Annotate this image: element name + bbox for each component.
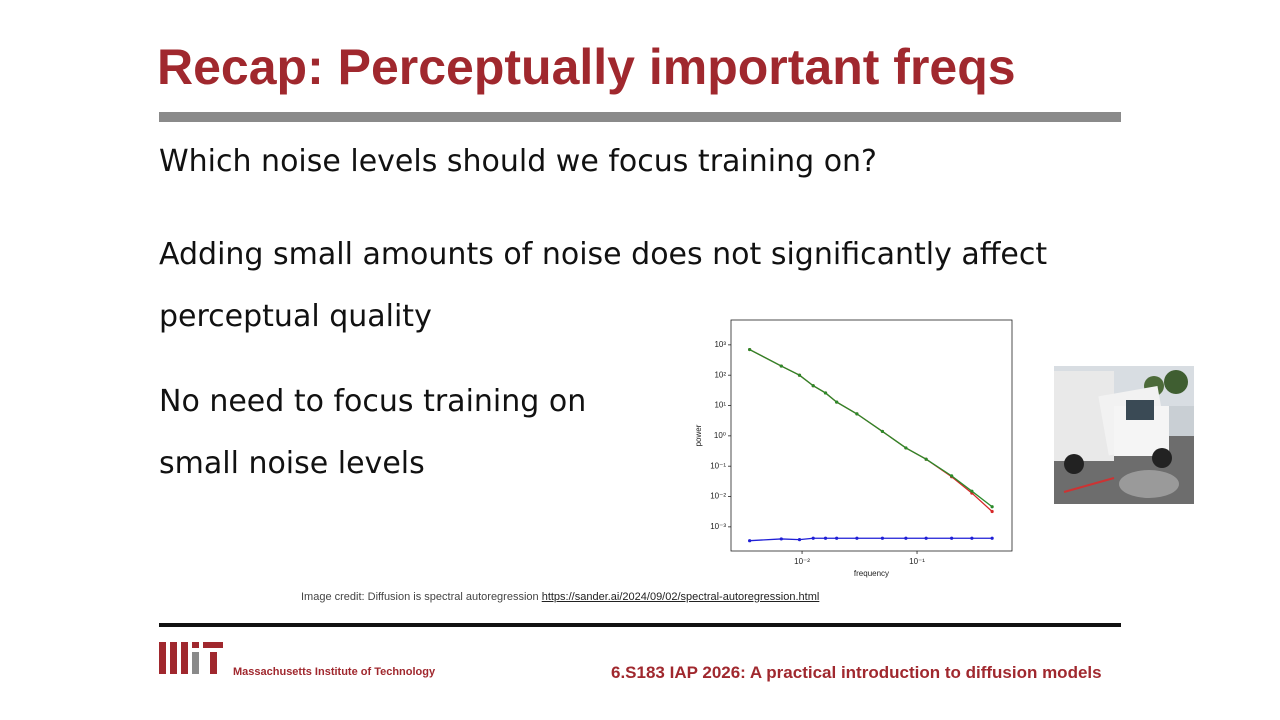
x-axis-label: frequency bbox=[854, 569, 889, 578]
data-point bbox=[970, 489, 974, 493]
data-point bbox=[950, 474, 954, 478]
series-line bbox=[749, 348, 993, 513]
y-tick-label: 10⁻³ bbox=[710, 522, 726, 531]
footer-rule bbox=[159, 623, 1121, 627]
data-point bbox=[880, 536, 885, 540]
slide-title: Recap: Perceptually important freqs bbox=[157, 39, 1016, 95]
paragraph: No need to focus training on small noise… bbox=[159, 384, 587, 481]
data-point bbox=[950, 536, 954, 540]
title-rule bbox=[159, 112, 1121, 122]
data-point bbox=[748, 347, 752, 352]
data-point bbox=[779, 364, 783, 368]
y-tick-label: 10⁻¹ bbox=[710, 461, 726, 470]
mit-logo bbox=[159, 642, 223, 674]
course-name: 6.S183 IAP 2026: A practical introductio… bbox=[611, 663, 1102, 682]
data-point bbox=[748, 539, 752, 543]
x-tick-label: 10⁻¹ bbox=[909, 557, 925, 566]
y-tick-label: 10² bbox=[714, 370, 726, 379]
y-axis-label: power bbox=[694, 424, 703, 446]
data-point bbox=[823, 391, 828, 395]
y-tick-label: 10¹ bbox=[714, 401, 726, 410]
truck-photo bbox=[1054, 366, 1194, 504]
data-point bbox=[797, 538, 802, 542]
credit-link[interactable]: https://sander.ai/2024/09/02/spectral-au… bbox=[541, 591, 820, 603]
data-point bbox=[855, 536, 859, 540]
y-tick-label: 10⁰ bbox=[714, 431, 726, 440]
data-point bbox=[990, 505, 994, 509]
credit-text: Image credit: Diffusion is spectral auto… bbox=[301, 591, 539, 603]
data-point bbox=[990, 509, 994, 514]
series-line bbox=[749, 348, 993, 508]
data-point bbox=[835, 400, 839, 404]
image-credit: Image credit: Diffusion is spectral auto… bbox=[301, 591, 819, 603]
data-point bbox=[797, 373, 802, 377]
data-point bbox=[811, 384, 815, 388]
y-tick-label: 10³ bbox=[714, 340, 726, 349]
data-point bbox=[811, 536, 815, 540]
data-point bbox=[880, 429, 885, 434]
paragraph: Which noise levels should we focus train… bbox=[159, 144, 877, 179]
data-point bbox=[970, 536, 974, 540]
data-point bbox=[779, 537, 783, 541]
data-point bbox=[924, 536, 928, 540]
data-point bbox=[904, 446, 908, 450]
institution: Massachusetts Institute of Technology bbox=[233, 666, 436, 678]
y-tick-label: 10⁻² bbox=[710, 492, 726, 501]
data-point bbox=[855, 412, 859, 416]
chart: 10³ 10² 10¹ 10⁰ 10⁻¹ 10⁻² 10⁻³ 10⁻² 10⁻¹ frequenc… bbox=[694, 319, 1013, 578]
paragraph: Adding small amounts of noise does not s… bbox=[159, 237, 1048, 334]
data-point bbox=[823, 536, 828, 540]
data-point bbox=[904, 536, 908, 540]
x-tick-label: 10⁻² bbox=[794, 557, 810, 566]
plot-frame bbox=[730, 319, 1013, 552]
data-point bbox=[835, 536, 839, 540]
data-point bbox=[924, 457, 928, 461]
series-line bbox=[749, 537, 993, 542]
data-point bbox=[990, 536, 994, 540]
